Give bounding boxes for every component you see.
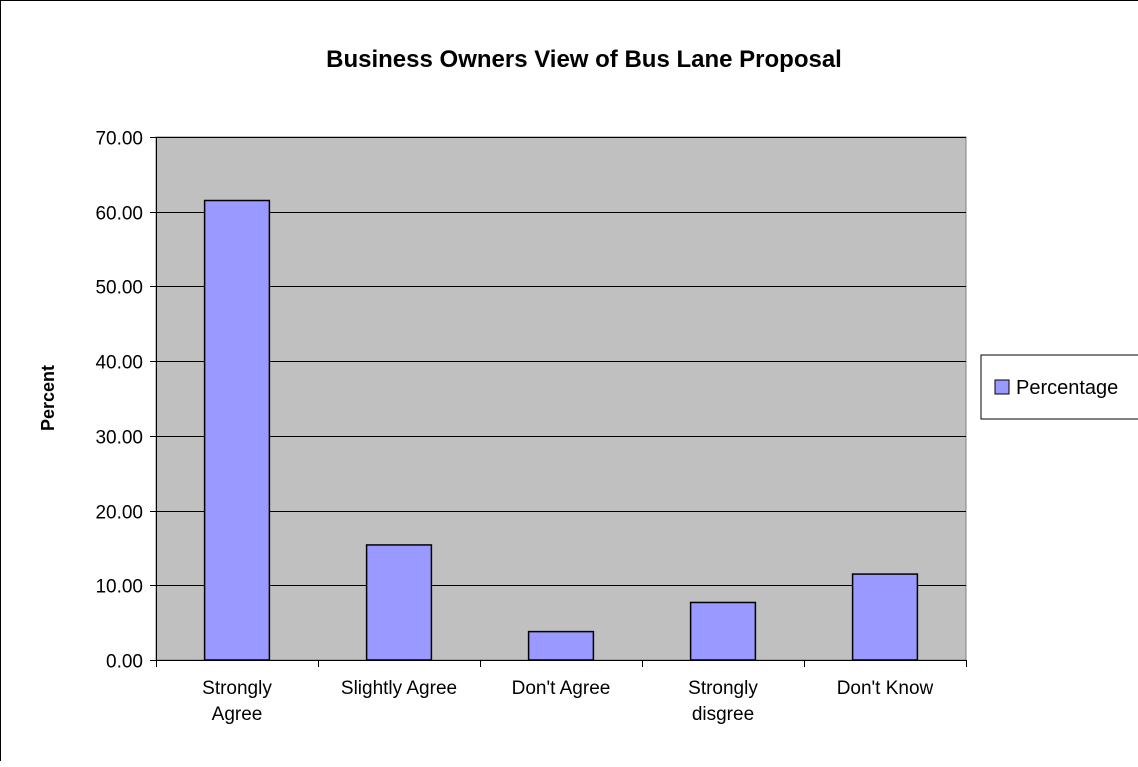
x-tick-label: Strongly disgree <box>688 678 758 725</box>
bar <box>203 199 271 661</box>
y-tick-label: 30.00 <box>95 428 143 449</box>
y-tick-label: 20.00 <box>95 503 143 524</box>
y-axis-label: Percent <box>38 365 58 431</box>
y-tick-label: 0.00 <box>106 652 143 673</box>
x-tick-label: Don't Agree <box>512 678 611 699</box>
x-tick-label: Strongly Agree <box>202 678 272 725</box>
legend-label: Percentage <box>1016 377 1118 399</box>
y-tick-label: 70.00 <box>95 129 143 150</box>
x-tick-label-line: Slightly Agree <box>341 678 457 699</box>
x-tick-label-line: Don't Agree <box>512 678 611 699</box>
x-tick-label-line: Agree <box>212 704 263 725</box>
legend: Percentage <box>980 354 1138 420</box>
x-tick-label-line: Strongly <box>202 678 272 699</box>
plot-area: 0.00 10.00 20.00 30.00 40.00 50.00 60.00 70.00 S… <box>95 129 967 725</box>
legend-swatch <box>994 379 1010 395</box>
chart-title: Business Owners View of Bus Lane Proposa… <box>326 46 842 73</box>
y-tick-label: 40.00 <box>95 353 143 374</box>
x-tick-label: Don't Know <box>837 678 934 699</box>
y-tick-label: 60.00 <box>95 204 143 225</box>
y-tick-label: 10.00 <box>95 577 143 598</box>
x-tick-label-line: Don't Know <box>837 678 934 699</box>
bar <box>689 601 757 661</box>
x-tick-label-line: disgree <box>692 704 754 725</box>
bar <box>527 630 595 661</box>
bar <box>851 573 919 661</box>
bar <box>365 544 433 661</box>
x-tick-label-line: Strongly <box>688 678 758 699</box>
plot-background <box>155 136 967 661</box>
y-tick-label: 50.00 <box>95 278 143 299</box>
x-tick-label: Slightly Agree <box>341 678 457 699</box>
